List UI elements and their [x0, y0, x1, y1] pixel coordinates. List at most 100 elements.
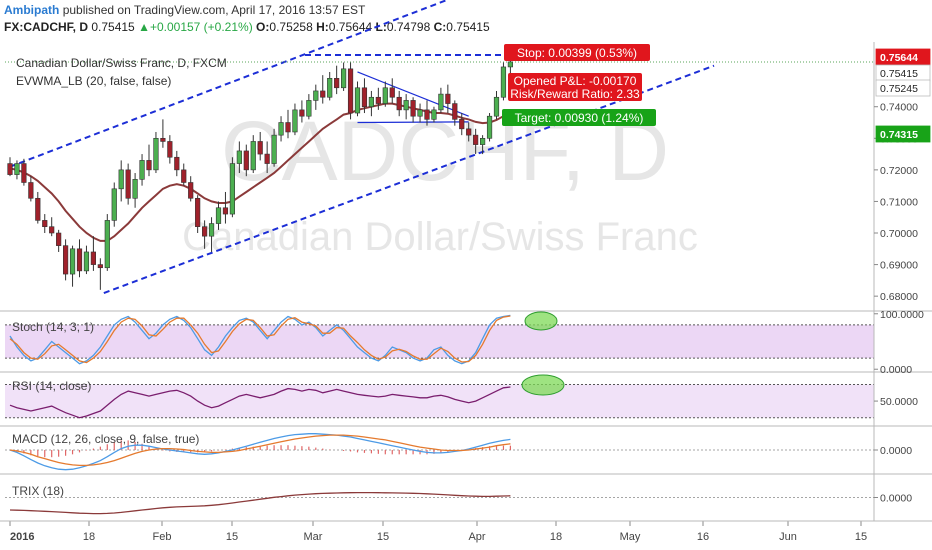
candle-down[interactable] [264, 153, 270, 164]
indicator-panes[interactable] [5, 314, 874, 515]
candle-down[interactable] [222, 207, 229, 215]
candle-up[interactable] [354, 87, 361, 114]
candle-up[interactable] [403, 100, 409, 111]
candle-down[interactable] [188, 182, 194, 199]
pnl-box[interactable] [508, 73, 642, 101]
candle-down[interactable] [49, 226, 55, 234]
high-value: 0.75644 [328, 20, 373, 34]
macd-line [9, 433, 511, 471]
candle-up[interactable] [132, 179, 138, 199]
time-tick-label: 15 [855, 531, 867, 543]
candle-down[interactable] [396, 96, 402, 111]
candle-up[interactable] [327, 78, 333, 98]
candle-down[interactable] [257, 141, 263, 155]
channel-upper-line[interactable] [9, 0, 449, 168]
candle-up[interactable] [69, 248, 76, 275]
stop-box[interactable] [504, 44, 650, 61]
price-pane[interactable]: CADCHF, D Canadian Dollar/Swiss Franc [5, 0, 874, 294]
candle-up[interactable] [104, 220, 110, 269]
candle-down[interactable] [466, 128, 472, 136]
candle-down[interactable] [424, 109, 430, 120]
candle-down[interactable] [181, 169, 187, 183]
candle-down[interactable] [7, 163, 13, 175]
candle-down[interactable] [375, 96, 381, 104]
candle-down[interactable] [243, 150, 249, 171]
candle-up[interactable] [118, 169, 124, 190]
candle-up[interactable] [215, 207, 222, 224]
candle-down[interactable] [299, 109, 305, 117]
candle-up[interactable] [368, 96, 375, 108]
candle-up[interactable] [229, 163, 236, 215]
candle-up[interactable] [493, 96, 500, 117]
candle-up[interactable] [278, 122, 284, 136]
low-label: L: [375, 20, 387, 34]
candle-down[interactable] [21, 163, 27, 183]
candle-down[interactable] [459, 119, 465, 130]
candle-up[interactable] [250, 141, 256, 171]
candle-down[interactable] [146, 160, 152, 171]
candle-down[interactable] [452, 103, 458, 120]
main-legend: Canadian Dollar/Swiss Franc, D, FXCM [16, 56, 227, 70]
open-value: 0.75258 [269, 20, 313, 34]
price-badge-label: 0.74315 [880, 129, 918, 141]
candle-down[interactable] [125, 169, 131, 199]
candle-up[interactable] [236, 150, 242, 164]
candle-down[interactable] [445, 93, 451, 104]
candle-down[interactable] [90, 251, 96, 265]
price-tick-label: 0.68000 [880, 291, 918, 303]
candle-up[interactable] [431, 109, 437, 120]
target-box[interactable] [502, 109, 656, 126]
candle-down[interactable] [389, 87, 395, 98]
price-badge-label: 0.75415 [880, 68, 918, 80]
stoch-k-line [9, 314, 511, 365]
candle-up[interactable] [417, 109, 423, 117]
price-change: ▲+0.00157 (+0.21%) [138, 20, 253, 34]
candle-down[interactable] [320, 90, 326, 98]
candle-down[interactable] [202, 226, 208, 237]
candle-down[interactable] [410, 100, 416, 117]
author-name[interactable]: Ambipath [4, 3, 60, 17]
candle-down[interactable] [361, 87, 368, 108]
candle-up[interactable] [313, 90, 319, 101]
candle-up[interactable] [139, 160, 145, 180]
stoch-legend: Stoch (14, 3, 1) [12, 320, 94, 334]
candle-up[interactable] [340, 68, 347, 89]
candle-down[interactable] [56, 232, 62, 246]
candle-up[interactable] [111, 188, 117, 221]
candle-down[interactable] [97, 264, 103, 269]
candle-up[interactable] [479, 137, 486, 145]
candle-up[interactable] [271, 134, 277, 164]
price-tick-label: 0.69000 [880, 260, 918, 272]
candle-down[interactable] [76, 248, 83, 272]
candle-down[interactable] [285, 122, 291, 133]
candle-up[interactable] [382, 87, 388, 104]
candle-down[interactable] [42, 220, 48, 228]
candle-down[interactable] [473, 134, 479, 145]
candle-up[interactable] [292, 109, 298, 133]
candle-up[interactable] [208, 223, 215, 237]
time-tick-label: May [620, 531, 641, 543]
price-badge [875, 125, 931, 143]
candle-down[interactable] [334, 78, 340, 89]
trix-tick-label: 0.0000 [880, 493, 912, 505]
triangle-upper-line[interactable] [357, 71, 469, 117]
candle-down[interactable] [167, 141, 173, 158]
publish-info: Ambipath published on TradingView.com, A… [4, 3, 365, 17]
candle-up[interactable] [507, 61, 514, 68]
candle-up[interactable] [83, 251, 90, 272]
candle-down[interactable] [195, 197, 201, 228]
candle-up[interactable] [306, 100, 312, 117]
candle-down[interactable] [35, 197, 41, 221]
channel-lower-line[interactable] [103, 64, 715, 294]
candle-down[interactable] [347, 68, 354, 114]
candle-down[interactable] [174, 156, 180, 171]
candle-down[interactable] [160, 137, 166, 142]
candle-up[interactable] [438, 93, 444, 111]
candle-up[interactable] [486, 115, 493, 139]
candle-up[interactable] [14, 163, 20, 175]
candle-up[interactable] [153, 137, 159, 171]
candle-down[interactable] [62, 245, 69, 275]
candle-down[interactable] [28, 182, 34, 199]
candle-up[interactable] [500, 66, 507, 98]
